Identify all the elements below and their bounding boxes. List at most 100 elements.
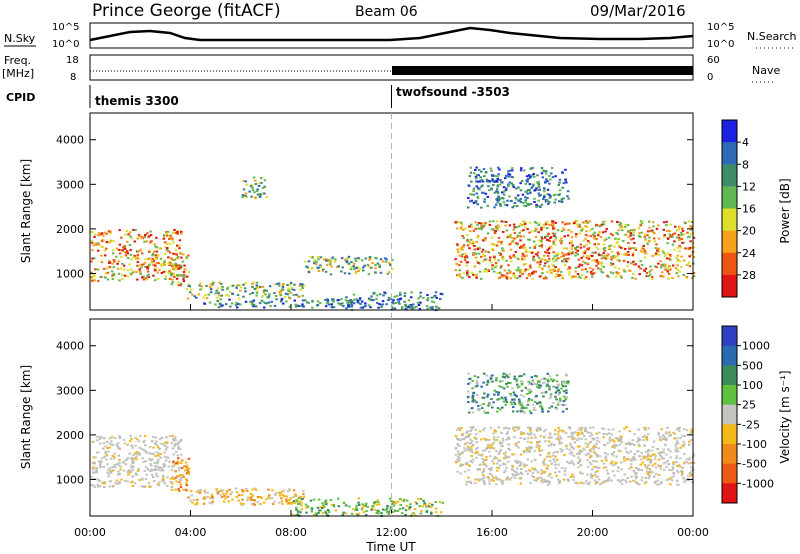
echo-cell (95, 471, 99, 474)
echo-cell (669, 456, 672, 459)
echo-cell (477, 479, 481, 482)
echo-cell (490, 398, 493, 400)
echo-cell (495, 180, 499, 182)
y-tick-label: 4000 (56, 134, 84, 147)
echo-cell (474, 227, 477, 230)
echo-cell (644, 428, 647, 431)
echo-cell (288, 305, 292, 308)
echo-cell (178, 440, 181, 443)
echo-cell (654, 482, 657, 485)
echo-cell (570, 236, 574, 239)
echo-cell (118, 279, 121, 282)
echo-cell (306, 266, 309, 269)
echo-cell (367, 304, 371, 307)
echo-cell (151, 254, 154, 257)
echo-cell (533, 449, 536, 452)
echo-cell (599, 236, 603, 238)
echo-cell (174, 488, 177, 491)
echo-cell (196, 498, 199, 501)
echo-cell (677, 427, 680, 430)
echo-cell (170, 442, 173, 445)
echo-cell (572, 475, 575, 478)
echo-cell (465, 432, 468, 435)
echo-cell (287, 490, 290, 493)
echo-cell (104, 450, 107, 453)
echo-cell (548, 388, 551, 391)
echo-cell (359, 306, 363, 309)
echo-cell (505, 259, 508, 262)
echo-cell (571, 438, 574, 441)
y-tick-label: 4000 (56, 340, 84, 353)
echo-cell (533, 189, 536, 192)
echo-cell (563, 473, 567, 476)
echo-cell (550, 462, 554, 465)
echo-cell (527, 437, 530, 440)
echo-cell (550, 172, 553, 175)
echo-cell (505, 374, 509, 377)
echo-cell (521, 258, 524, 261)
echo-cell (665, 478, 668, 481)
freq-tick-top: 18 (66, 55, 79, 66)
echo-cell (469, 438, 472, 441)
echo-cell (419, 301, 422, 304)
echo-cell (537, 251, 540, 254)
echo-cell (493, 244, 496, 247)
echo-cell (174, 436, 177, 439)
echo-cell (560, 274, 563, 277)
echo-cell (292, 293, 295, 296)
echo-cell (557, 275, 560, 277)
echo-cell (597, 252, 601, 255)
echo-cell (584, 427, 587, 430)
echo-cell (655, 243, 658, 246)
echo-cell (139, 435, 142, 438)
echo-cell (147, 265, 150, 268)
echo-cell (643, 444, 646, 447)
echo-cell (390, 500, 393, 503)
echo-cell (493, 256, 496, 259)
echo-cell (179, 479, 183, 481)
echo-cell (601, 231, 605, 234)
echo-cell (531, 277, 534, 280)
echo-cell (552, 251, 555, 254)
echo-cell (113, 437, 117, 440)
echo-cell (549, 245, 552, 248)
echo-cell (671, 233, 675, 236)
echo-cell (145, 265, 149, 268)
echo-cell (137, 257, 140, 260)
echo-cell (515, 444, 518, 447)
echo-cell (617, 449, 620, 452)
echo-cell (250, 498, 253, 501)
echo-cell (512, 228, 515, 231)
colorbar-tick-label: 4 (742, 136, 749, 149)
echo-cell (487, 185, 490, 188)
echo-cell (289, 291, 293, 294)
echo-cell (477, 222, 481, 225)
echo-cell (505, 187, 508, 190)
echo-cell (516, 257, 520, 260)
echo-cell (616, 251, 619, 254)
echo-cell (626, 261, 630, 264)
echo-cell (110, 270, 114, 273)
echo-cell (522, 373, 526, 376)
echo-cell (361, 259, 364, 262)
echo-cell (508, 169, 511, 172)
echo-cell (455, 461, 458, 464)
echo-cell (116, 442, 120, 445)
echo-cell (633, 453, 637, 456)
echo-cell (278, 491, 281, 494)
echo-cell (648, 236, 651, 239)
echo-cell (254, 196, 257, 199)
echo-cell (307, 260, 311, 263)
echo-cell (93, 257, 96, 260)
echo-cell (475, 379, 479, 382)
echo-cell (500, 197, 503, 200)
echo-cell (298, 510, 301, 513)
echo-cell (93, 279, 96, 282)
echo-cell (664, 431, 668, 434)
echo-cell (280, 288, 284, 291)
echo-cell (584, 268, 587, 271)
echo-cell (414, 514, 417, 517)
echo-cell (679, 457, 682, 460)
echo-cell (570, 240, 573, 243)
echo-cell (460, 438, 464, 441)
